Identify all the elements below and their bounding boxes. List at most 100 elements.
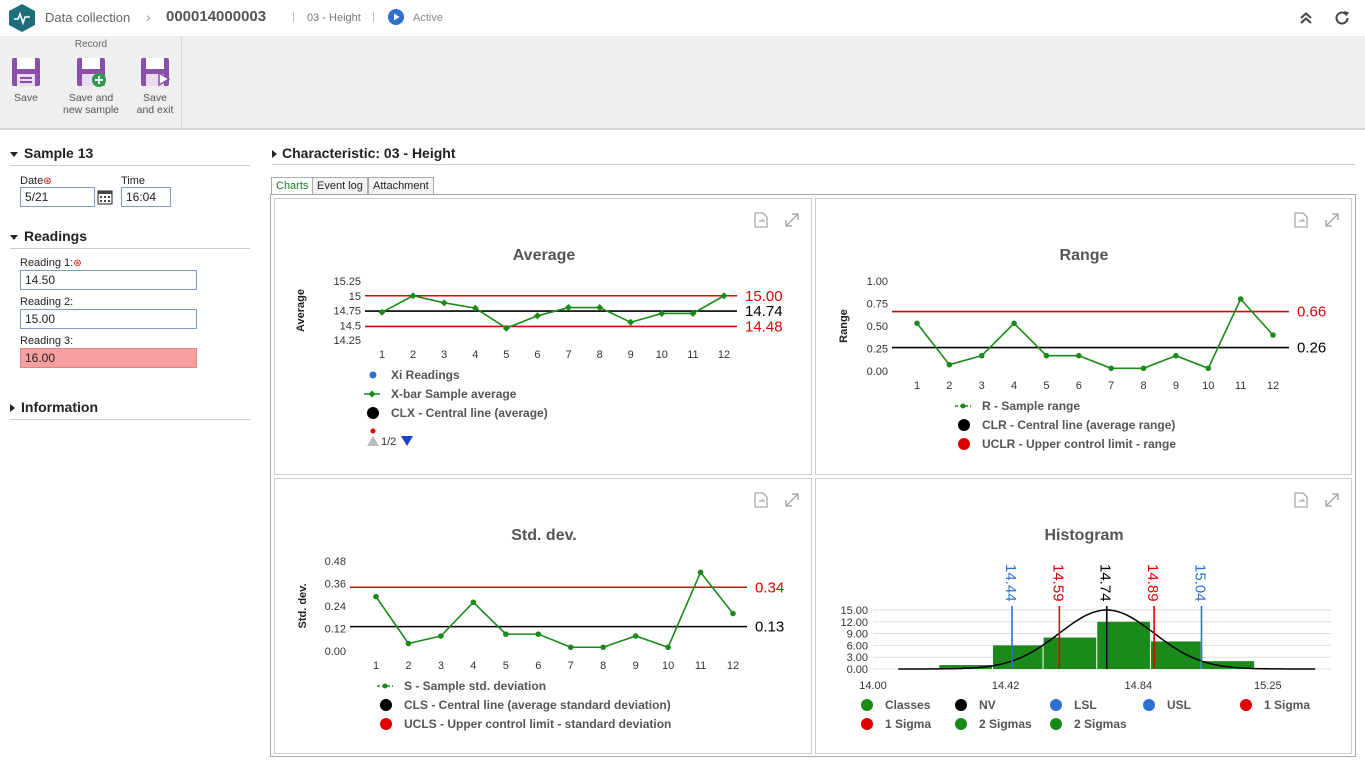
y-tick-label: 15 [349, 291, 361, 303]
marker-label: 14.59 [1049, 564, 1066, 602]
x-tick-label: 9 [1173, 380, 1179, 392]
page-down-icon[interactable] [401, 436, 413, 446]
x-tick-label: 10 [656, 349, 668, 361]
x-tick-label: 12 [718, 349, 730, 361]
data-point [405, 640, 412, 647]
x-tick-label: 9 [633, 660, 639, 672]
divider: | [292, 11, 295, 23]
legend-label: LSL [1074, 698, 1097, 712]
calendar-icon[interactable] [96, 188, 114, 206]
x-tick-label: 6 [534, 349, 540, 361]
x-tick-label: 12 [1267, 380, 1279, 392]
information-title: Information [21, 399, 98, 415]
legend-label: UCLR - Upper control limit - range [982, 437, 1176, 451]
chart-title: Std. dev. [511, 527, 577, 544]
x-tick-label: 5 [503, 349, 509, 361]
x-tick-label: 6 [1076, 380, 1082, 392]
x-tick-label: 9 [628, 349, 634, 361]
data-point [1270, 332, 1276, 338]
charts-tab-panel [270, 194, 1356, 757]
tab-charts[interactable]: Charts [271, 177, 314, 195]
floppy-disk-icon [12, 58, 40, 86]
data-point [978, 352, 985, 359]
legend-pager: 1/2 [381, 436, 396, 448]
export-icon[interactable] [754, 212, 768, 228]
refresh-icon[interactable] [1333, 9, 1351, 27]
limit-label: 14.48 [745, 318, 783, 335]
expand-icon[interactable] [785, 493, 799, 507]
reading-2-input[interactable] [20, 309, 197, 329]
expand-icon[interactable] [1325, 493, 1339, 507]
chart-title: Average [513, 247, 576, 264]
legend-dot-icon [955, 718, 967, 730]
page-up-icon[interactable] [367, 436, 379, 446]
characteristic-crumb: 03 - Height [307, 12, 361, 24]
limit-label: 0.26 [1297, 340, 1326, 357]
time-label: Time [121, 175, 146, 187]
export-icon[interactable] [1294, 212, 1308, 228]
reading-3-input[interactable] [20, 348, 197, 368]
legend-dot-icon [1050, 699, 1062, 711]
chevron-down-icon [10, 234, 18, 240]
x-tick-label: 11 [1235, 380, 1246, 392]
export-icon[interactable] [1294, 492, 1308, 508]
expand-icon[interactable] [785, 213, 799, 227]
y-tick-label: 1.00 [867, 276, 888, 288]
x-tick-label: 5 [503, 660, 509, 672]
x-tick-label: 11 [695, 660, 706, 672]
app-logo-icon[interactable] [7, 3, 37, 33]
information-section-toggle[interactable]: Information [10, 399, 98, 415]
marker-label: 14.89 [1144, 564, 1161, 602]
histogram-bar [939, 665, 993, 669]
expand-icon[interactable] [1325, 213, 1339, 227]
legend-label: 2 Sigmas [1074, 717, 1127, 731]
chevron-right-icon: › [146, 9, 151, 25]
x-tick-label: 6 [535, 660, 541, 672]
x-tick-label: 3 [979, 380, 985, 392]
legend-label: X-bar Sample average [391, 387, 517, 401]
breadcrumb-app[interactable]: Data collection [45, 10, 131, 25]
legend-diamond-icon [368, 390, 376, 398]
range-chart-panel: Range 1.00 0.75 0.50 0.25 0.00 Range 1 2 3 4 5 6 7 8 9 1… [815, 198, 1352, 475]
save-button[interactable]: Save [8, 56, 44, 104]
save-exit-icon [141, 58, 171, 87]
export-icon[interactable] [754, 492, 768, 508]
tab-attachment[interactable]: Attachment [368, 177, 434, 195]
x-tick-label: 3 [438, 660, 444, 672]
sample-section-toggle[interactable]: Sample 13 [10, 145, 93, 161]
data-point [470, 599, 477, 606]
legend-label: 2 Sigmas [979, 717, 1032, 731]
record-group: Record Save Save and new sample [0, 36, 182, 128]
collapse-up-icon[interactable] [1298, 10, 1314, 26]
save-and-new-sample-button[interactable]: Save and new sample [58, 56, 124, 116]
x-tick-label: 8 [597, 349, 603, 361]
x-tick-label: 7 [565, 349, 571, 361]
reading-1-input[interactable] [20, 270, 197, 290]
chevron-right-icon [10, 404, 15, 413]
x-tick-label: 11 [687, 349, 698, 361]
chevron-down-icon [10, 151, 18, 157]
date-field[interactable] [20, 187, 95, 207]
tab-event-log[interactable]: Event log [312, 177, 368, 195]
x-tick-label: 1 [379, 349, 385, 361]
data-point [697, 569, 704, 576]
characteristic-section-toggle[interactable]: Characteristic: 03 - Height [272, 145, 456, 161]
save-and-exit-button[interactable]: Save and exit [134, 56, 176, 116]
legend-dot-icon [1143, 699, 1155, 711]
data-point [600, 644, 606, 651]
record-id: 000014000003 [166, 8, 267, 25]
save-new-icon [77, 58, 106, 87]
histogram-bar [1150, 641, 1201, 669]
y-tick-label: 0.36 [325, 579, 346, 591]
legend-dot-icon [1240, 699, 1252, 711]
limit-label: 0.13 [755, 619, 784, 636]
x-tick-label: 4 [1011, 380, 1017, 392]
readings-section-toggle[interactable]: Readings [10, 228, 87, 244]
divider: | [372, 11, 375, 23]
data-point [503, 631, 509, 637]
y-tick-label: 6.00 [847, 640, 868, 652]
limit-label: 0.66 [1297, 304, 1326, 321]
time-field[interactable] [121, 187, 171, 207]
x-tick-label: 15.25 [1254, 680, 1282, 692]
y-tick-label: 0.48 [325, 556, 346, 568]
